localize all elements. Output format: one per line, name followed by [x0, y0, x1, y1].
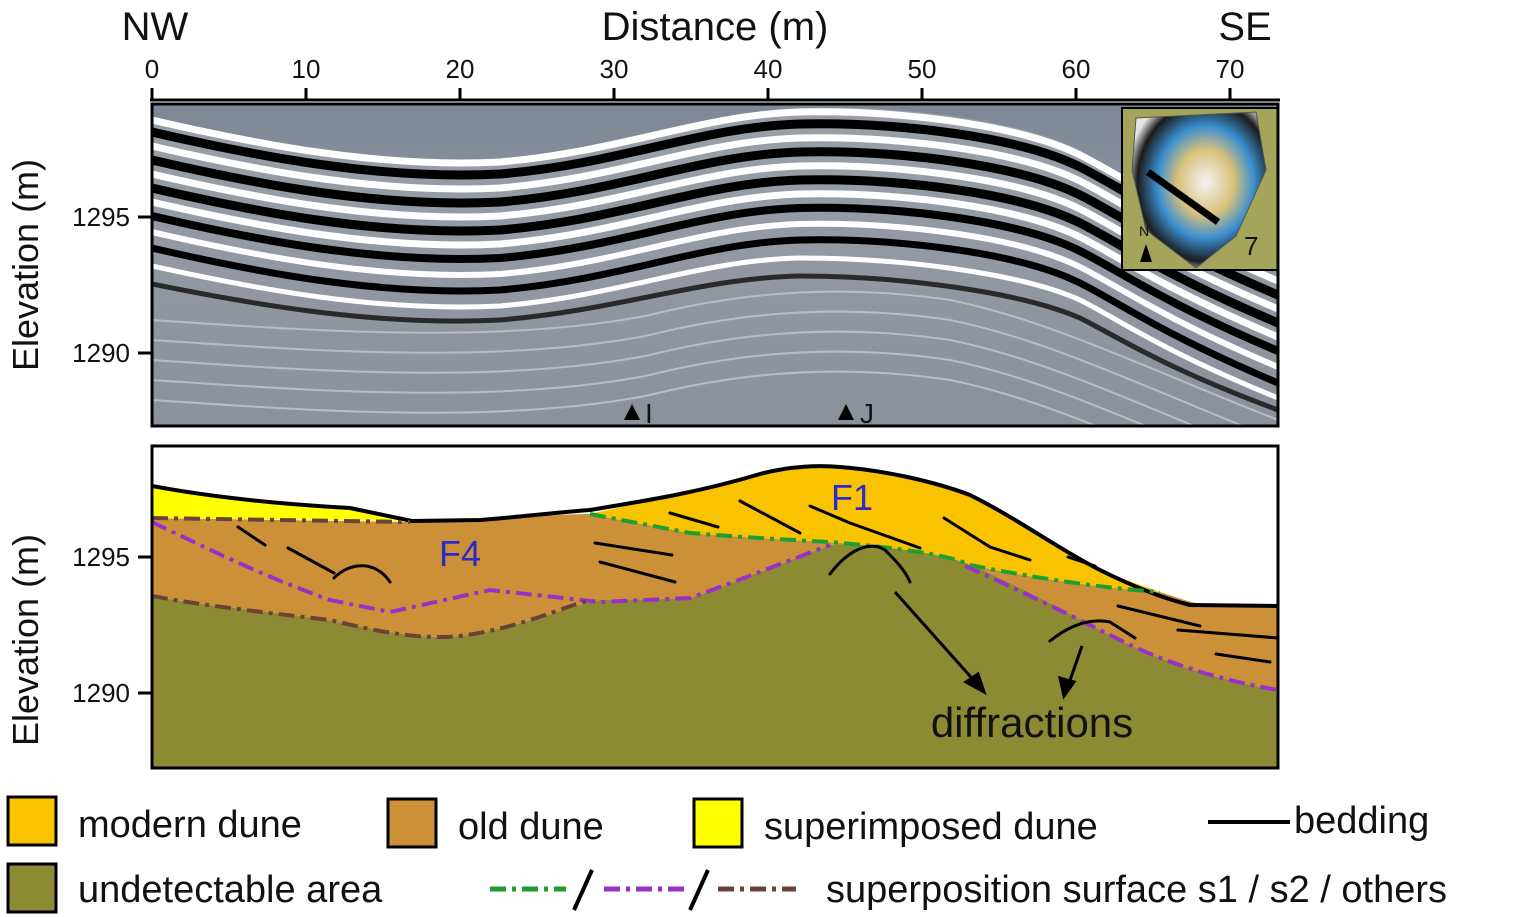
marker-i: I [624, 398, 653, 429]
y-tick-label-top: 1290 [72, 338, 130, 368]
x-tick-label: 50 [908, 54, 937, 84]
old-dune-region [152, 514, 1278, 690]
y-axis-title-top: Elevation (m) [5, 159, 46, 371]
inset-3d-map: N 7 [1121, 107, 1278, 271]
y-axis-bottom-ticks [138, 555, 152, 695]
x-tick-label: 0 [145, 54, 159, 84]
unit-label-f4: F4 [439, 533, 481, 574]
diffraction-arrows [893, 591, 1084, 700]
y-tick-label-top: 1295 [72, 202, 130, 232]
y-tick-label-bottom: 1295 [72, 542, 130, 572]
legend-label: superimposed dune [764, 806, 1098, 848]
marker-j: J [838, 398, 874, 429]
legend-label: modern dune [78, 804, 302, 846]
marker-triangle-icon [624, 404, 640, 420]
legend-item-superimposed-dune: superimposed dune [692, 797, 1098, 849]
interpretation-panel: diffractions F4 F1 [152, 446, 1278, 768]
legend-swatch [6, 862, 58, 914]
legend-label: superposition surface s1 / s2 / others [826, 869, 1447, 911]
legend-label: bedding [1294, 800, 1429, 842]
surface-s2-line [152, 520, 1278, 692]
legend-item-old-dune: old dune [386, 797, 604, 849]
y-axis-top-ticks [138, 215, 152, 355]
legend-separator [688, 869, 710, 911]
x-axis [150, 88, 1280, 102]
legend-separator [572, 869, 594, 911]
x-tick-label: 30 [600, 54, 629, 84]
inset-north-label: N [1139, 223, 1149, 239]
legend-item-modern-dune: modern dune [6, 795, 302, 847]
legend-swatch [6, 795, 58, 847]
undetectable-area-region [152, 544, 1278, 768]
direction-se-label: SE [1218, 5, 1271, 49]
x-tick-label: 70 [1216, 54, 1245, 84]
x-axis-title: Distance (m) [602, 5, 829, 49]
surface-s1-line [589, 512, 1161, 594]
marker-label: J [860, 398, 874, 429]
bedding-lines [236, 499, 1278, 664]
direction-nw-label: NW [122, 5, 189, 49]
legend-label: old dune [458, 806, 604, 848]
gpr-profile-panel: N 7 [152, 104, 1278, 426]
x-tick-label: 10 [292, 54, 321, 84]
x-tick-labels: 0 10 20 30 40 50 60 70 [145, 54, 1245, 84]
y-axis-title-bottom: Elevation (m) [5, 534, 46, 746]
legend-item-bedding: bedding [1208, 800, 1429, 842]
inset-label: 7 [1244, 231, 1258, 261]
modern-dune-region [590, 466, 1160, 592]
legend-label: undetectable area [78, 869, 383, 911]
legend-item-superposition-surfaces: superposition surface s1 / s2 / others [490, 869, 1447, 911]
interpretation-panel-frame [150, 444, 1280, 770]
y-tick-label-bottom: 1290 [72, 678, 130, 708]
unit-label-f1: F1 [831, 477, 873, 518]
legend: modern dune old dune superimposed dune b… [6, 795, 1447, 914]
north-arrow-icon [1140, 244, 1152, 262]
legend-item-undetectable-area: undetectable area [6, 862, 383, 914]
marker-label: I [645, 398, 653, 429]
legend-swatch [692, 797, 744, 849]
marker-triangle-icon [838, 404, 854, 420]
legend-swatch [386, 797, 438, 849]
x-tick-label: 20 [446, 54, 475, 84]
gpr-panel-frame [150, 102, 1280, 428]
surface-line [152, 464, 1278, 608]
diffractions-annotation: diffractions [931, 699, 1133, 746]
x-tick-label: 40 [754, 54, 783, 84]
x-tick-label: 60 [1062, 54, 1091, 84]
surface-others-line [152, 516, 591, 640]
